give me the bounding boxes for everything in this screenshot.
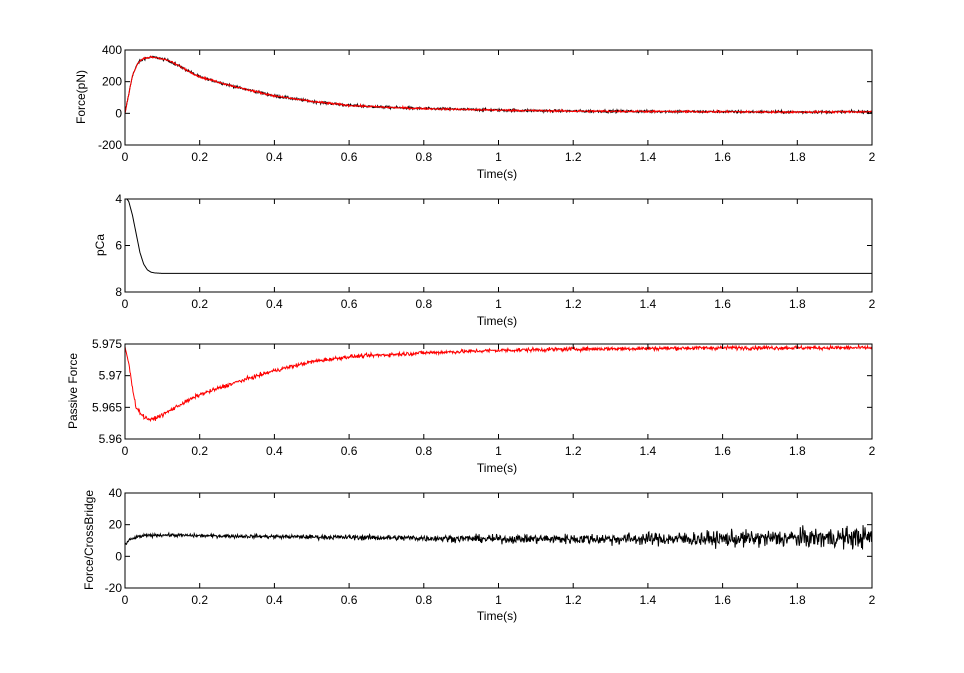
force-per-crossbridge-x-tick-label: 0.8 xyxy=(415,593,432,607)
passive-force-x-tick-label: 0.8 xyxy=(415,444,432,458)
passive-force-x-tick-label: 1.8 xyxy=(789,444,806,458)
pca-x-tick-label: 0.8 xyxy=(415,297,432,311)
pca-x-axis-label: Time(s) xyxy=(477,314,517,328)
force-x-tick-label: 0 xyxy=(122,150,129,164)
passive-force-panel: 0 0.2 0.4 0.6 0.8 1 1.2 1.4 1.6 1.8 2 5.96 5.965 5.97… xyxy=(66,337,876,475)
force-y-tick-label: 0 xyxy=(115,106,122,120)
force-per-crossbridge-x-tick-label: 0.6 xyxy=(341,593,358,607)
passive-force-y-tick-label: 5.975 xyxy=(92,337,122,351)
force-x-tick-label: 0.4 xyxy=(266,150,283,164)
passive-force-x-tick-label: 0.4 xyxy=(266,444,283,458)
passive-force-y-axis-label: Passive Force xyxy=(66,353,80,429)
pca-x-tick-label: 0.2 xyxy=(191,297,208,311)
passive-force-x-tick-label: 1.2 xyxy=(565,444,582,458)
passive-force-ticks: 0 0.2 0.4 0.6 0.8 1 1.2 1.4 1.6 1.8 2 5.96 5.965 5.97… xyxy=(92,337,876,458)
force-per-crossbridge-x-tick-label: 1 xyxy=(495,593,502,607)
force-x-tick-label: 0.6 xyxy=(341,150,358,164)
pca-x-tick-label: 1.4 xyxy=(640,297,657,311)
force-x-tick-label: 0.8 xyxy=(415,150,432,164)
force-series-line-2 xyxy=(124,55,873,115)
force-x-tick-label: 2 xyxy=(869,150,876,164)
passive-force-y-tick-label: 5.965 xyxy=(92,400,122,414)
pca-x-tick-label: 0.6 xyxy=(341,297,358,311)
passive-force-y-tick-label: 5.97 xyxy=(99,369,123,383)
force-y-tick-label: 400 xyxy=(102,43,122,57)
passive-force-x-tick-label: 0 xyxy=(122,444,129,458)
force-x-tick-label: 1.2 xyxy=(565,150,582,164)
pca-x-tick-label: 1.8 xyxy=(789,297,806,311)
pca-series-line-1 xyxy=(125,198,872,274)
pca-y-tick-label: 8 xyxy=(115,285,122,299)
force-per-crossbridge-x-tick-label: 2 xyxy=(869,593,876,607)
force-per-crossbridge-x-tick-label: 1.6 xyxy=(714,593,731,607)
pca-y-axis-label: pCa xyxy=(93,234,107,256)
force-per-crossbridge-series xyxy=(124,525,873,550)
passive-force-x-tick-label: 1.6 xyxy=(714,444,731,458)
force-per-crossbridge-x-tick-label: 1.2 xyxy=(565,593,582,607)
passive-force-x-tick-label: 0.2 xyxy=(191,444,208,458)
pca-x-tick-label: 1.2 xyxy=(565,297,582,311)
pca-x-tick-label: 0 xyxy=(122,297,129,311)
force-per-crossbridge-y-tick-label: 0 xyxy=(115,549,122,563)
force-per-crossbridge-y-tick-label: -20 xyxy=(105,581,123,595)
force-per-crossbridge-series-line-1 xyxy=(124,525,873,550)
force-per-crossbridge-x-axis-label: Time(s) xyxy=(477,609,517,623)
pca-x-tick-label: 1.6 xyxy=(714,297,731,311)
pca-y-tick-label: 4 xyxy=(115,192,122,206)
force-per-crossbridge-y-axis-label: Force/CrossBridge xyxy=(82,490,96,590)
passive-force-x-tick-label: 2 xyxy=(869,444,876,458)
force-per-crossbridge-y-tick-label: 20 xyxy=(109,518,123,532)
force-per-crossbridge-y-tick-label: 40 xyxy=(109,486,123,500)
force-per-crossbridge-x-tick-label: 0.4 xyxy=(266,593,283,607)
force-x-tick-label: 1.6 xyxy=(714,150,731,164)
force-per-crossbridge-x-tick-label: 1.4 xyxy=(640,593,657,607)
force-y-tick-label: 200 xyxy=(102,75,122,89)
pca-ticks: 0 0.2 0.4 0.6 0.8 1 1.2 1.4 1.6 1.8 2 4 6 8 xyxy=(115,192,875,311)
force-x-tick-label: 1.4 xyxy=(640,150,657,164)
passive-force-y-tick-label: 5.96 xyxy=(99,432,123,446)
force-y-axis-label: Force(pN) xyxy=(74,70,88,124)
passive-force-x-axis-label: Time(s) xyxy=(477,461,517,475)
pca-panel: 0 0.2 0.4 0.6 0.8 1 1.2 1.4 1.6 1.8 2 4 6 8 Time(s) p… xyxy=(93,192,876,328)
force-x-tick-label: 1 xyxy=(495,150,502,164)
force-x-tick-label: 0.2 xyxy=(191,150,208,164)
force-x-axis-label: Time(s) xyxy=(477,167,517,181)
force-y-tick-label: -200 xyxy=(98,138,122,152)
passive-force-x-tick-label: 1.4 xyxy=(640,444,657,458)
passive-force-series xyxy=(124,343,873,423)
passive-force-series-line-1 xyxy=(124,343,873,423)
force-per-crossbridge-x-tick-label: 0.2 xyxy=(191,593,208,607)
force-x-tick-label: 1.8 xyxy=(789,150,806,164)
pca-series xyxy=(125,198,872,274)
pca-x-tick-label: 2 xyxy=(869,297,876,311)
passive-force-x-tick-label: 0.6 xyxy=(341,444,358,458)
force-per-crossbridge-x-tick-label: 0 xyxy=(122,593,129,607)
passive-force-x-tick-label: 1 xyxy=(495,444,502,458)
pca-x-tick-label: 1 xyxy=(495,297,502,311)
pca-y-tick-label: 6 xyxy=(115,239,122,253)
pca-x-tick-label: 0.4 xyxy=(266,297,283,311)
force-series xyxy=(124,55,873,115)
force-per-crossbridge-x-tick-label: 1.8 xyxy=(789,593,806,607)
